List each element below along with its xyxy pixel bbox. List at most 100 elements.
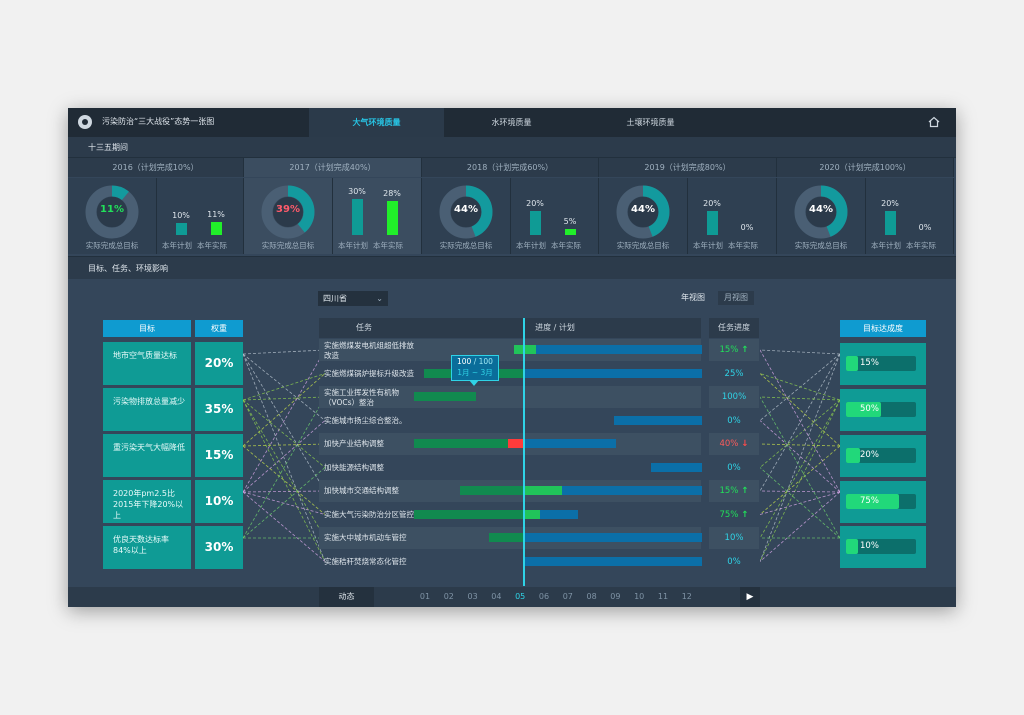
goal-task-links — [243, 349, 325, 562]
timeline-month[interactable]: 03 — [467, 592, 478, 601]
plan-bar — [707, 211, 718, 235]
year-header-2: 2018（计划完成60%） — [422, 158, 599, 177]
achievement-fill — [846, 356, 858, 371]
progress-donut: 44% — [615, 184, 671, 240]
task-name: 实施燃煤锅炉提标升级改造 — [324, 368, 414, 378]
task-name: 加快产业结构调整 — [324, 439, 384, 448]
task-progress-value: 100% — [721, 392, 747, 402]
timeline-month[interactable]: 01 — [419, 592, 431, 601]
goal-item[interactable]: 2020年pm2.5比2015年下降20%以上 — [103, 480, 191, 523]
current-time-line — [523, 318, 525, 586]
progress-tooltip: 100 / 100 1月 ~ 3月 — [451, 355, 499, 386]
task-progress-value: 0% — [727, 556, 741, 567]
region-select-value: 四川省 — [323, 294, 347, 303]
region-select[interactable]: 四川省 ⌄ — [318, 291, 388, 306]
achievement-value: 75% — [860, 496, 879, 506]
goal-weight: 10% — [195, 480, 243, 523]
dashboard-window: 污染防治“三大战役”态势一张图 大气环境质量 水环境质量 土壤环境质量 十三五期… — [68, 108, 956, 607]
donut-label: 实际完成总目标 — [439, 241, 493, 250]
task-name: 加快能源结构调整 — [324, 462, 384, 472]
plan-bar-value: 20% — [703, 199, 721, 208]
goal-item[interactable]: 优良天数达标率84%以上 — [103, 526, 191, 569]
donut-label: 实际完成总目标 — [261, 241, 315, 250]
task-progress: 40% ↓ — [709, 433, 759, 455]
task-name: 实施工业挥发性有机物（VOCs）整治 — [324, 388, 399, 407]
tab-air-quality[interactable]: 大气环境质量 — [309, 108, 444, 137]
month-view-button[interactable]: 月视图 — [718, 291, 754, 305]
task-progress-value: 15% — [719, 486, 739, 496]
task-progress-bar — [614, 415, 702, 425]
panel-divider — [510, 178, 511, 254]
year-view-button[interactable]: 年视图 — [681, 293, 705, 302]
plan-bar-value: 10% — [172, 211, 190, 220]
timeline-label[interactable]: 动态 — [319, 587, 374, 607]
task-progress-bar — [524, 556, 702, 566]
goal-column-title: 目标 — [103, 320, 191, 337]
tab-soil-quality[interactable]: 土壤环境质量 — [626, 118, 675, 127]
task-progress-bar — [460, 486, 524, 495]
goal-weight: 35% — [195, 388, 243, 431]
achievement-value: 15% — [860, 358, 879, 368]
home-icon[interactable] — [928, 116, 940, 128]
task-progress: 10% — [709, 527, 759, 549]
year-header-4: 2020（计划完成100%） — [777, 158, 954, 177]
year-header-0: 2016（计划完成10%） — [68, 158, 244, 177]
goal-item[interactable]: 地市空气质量达标 — [103, 342, 191, 385]
actual-bar-value: 0% — [918, 223, 932, 232]
actual-bar-label: 本年实际 — [906, 241, 936, 250]
actual-bar-value: 28% — [383, 189, 401, 199]
timeline-month[interactable]: 05 — [515, 592, 526, 601]
goal-item[interactable]: 重污染天气大幅降低 — [103, 434, 191, 477]
period-bar: 十三五期间 — [68, 137, 956, 158]
task-progress-bar — [514, 345, 536, 354]
task-progress: 25% — [709, 363, 759, 385]
plan-bar-label: 本年计划 — [162, 241, 192, 250]
period-label: 十三五期间 — [88, 143, 128, 152]
timeline-month[interactable]: 08 — [586, 592, 597, 601]
plan-bar-label: 本年计划 — [871, 241, 901, 250]
section-title: 目标、任务、环境影响 — [88, 264, 168, 273]
timeline-month[interactable]: 12 — [681, 592, 692, 601]
timeline-month[interactable]: 10 — [634, 592, 645, 601]
timeline-month[interactable]: 11 — [657, 592, 669, 601]
donut-value: 39% — [276, 204, 300, 215]
year-panel-0: 11% 实际完成总目标 10% 本年计划 11% 本年实际 — [68, 178, 244, 254]
year-panel-3: 44% 实际完成总目标 20% 本年计划 0% 本年实际 — [599, 178, 777, 254]
status-column-header: 任务进度 — [709, 318, 759, 338]
donut-label: 实际完成总目标 — [616, 241, 670, 250]
task-name: 实施大中城市机动车管控 — [324, 533, 407, 542]
task-progress-bar — [651, 462, 702, 472]
task-row[interactable] — [319, 386, 701, 408]
timeline-month[interactable]: 04 — [491, 592, 502, 601]
timeline-month[interactable]: 09 — [610, 592, 621, 601]
actual-bar-value: 0% — [740, 223, 754, 232]
goal-item[interactable]: 污染物排放总量减少 — [103, 388, 191, 431]
task-name: 实施燃煤发电机组超低排放改造 — [324, 341, 414, 360]
donut-value: 11% — [100, 204, 124, 215]
actual-bar-label: 本年实际 — [373, 241, 403, 250]
achievement-track — [846, 448, 916, 463]
arrow-down-icon: ↓ — [741, 439, 749, 449]
task-column-header: 任务 — [319, 318, 409, 338]
play-icon[interactable]: ▶ — [740, 587, 760, 607]
plan-bar — [352, 199, 363, 235]
timeline-month[interactable]: 02 — [443, 592, 454, 601]
task-progress-bar — [508, 439, 524, 448]
year-header-3: 2019（计划完成80%） — [599, 158, 777, 177]
progress-donut: 44% — [793, 184, 849, 240]
arrow-up-icon: ↑ — [741, 509, 749, 520]
task-progress-value: 25% — [724, 368, 744, 379]
task-name: 加快城市交通结构调整 — [324, 486, 399, 495]
tab-water-quality[interactable]: 水环境质量 — [491, 118, 532, 127]
task-name: 实施大气污染防治分区管控 — [324, 509, 414, 519]
arrow-up-icon: ↑ — [741, 345, 749, 355]
task-row[interactable] — [319, 339, 701, 361]
timeline-month[interactable]: 06 — [538, 592, 550, 601]
actual-bar-label: 本年实际 — [728, 241, 758, 250]
panel-divider — [332, 178, 333, 254]
donut-value: 44% — [631, 204, 655, 215]
panel-divider — [687, 178, 688, 254]
panel-divider — [156, 178, 157, 254]
weight-column-title: 权重 — [195, 320, 243, 337]
timeline-month[interactable]: 07 — [562, 592, 573, 601]
